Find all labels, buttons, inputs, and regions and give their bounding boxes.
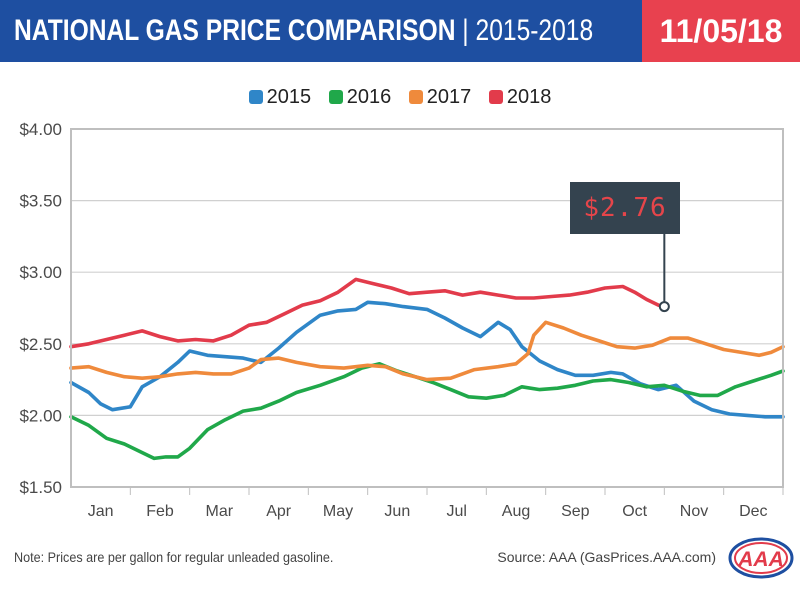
plot-area: [70, 128, 784, 488]
legend-item-2017: 2017: [408, 82, 472, 112]
x-tick-label: Jun: [384, 503, 410, 520]
y-axis-ticks: $1.50 $2.00 $2.50 $3.00 $3.50 $4.00: [19, 120, 62, 497]
x-tick-label: Dec: [739, 503, 767, 520]
legend-item-2018: 2018: [488, 82, 552, 112]
x-tick-label: Aug: [502, 503, 530, 520]
y-tick-label: $3.00: [19, 263, 62, 282]
y-tick-label: $3.50: [19, 192, 62, 211]
page-title-separator: |: [455, 14, 476, 47]
aaa-logo-ring-outer: [728, 537, 794, 579]
series-lines: [69, 277, 785, 461]
price-flag-value: $2.76: [583, 193, 667, 223]
page-title: NATIONAL GAS PRICE COMPARISON | 2015-201…: [14, 12, 593, 50]
y-tick-label: $2.50: [19, 335, 62, 354]
aaa-logo-ring-inner: [734, 542, 788, 574]
y-tick-label: $4.00: [19, 120, 62, 139]
x-tick-label: Sep: [561, 503, 590, 520]
page-title-main: NATIONAL GAS PRICE COMPARISON: [14, 14, 456, 47]
legend-swatch-2018: [488, 90, 503, 104]
chart-legend: 2015 2016 2017 2018: [0, 82, 800, 112]
aaa-logo: AAA: [728, 537, 794, 579]
x-tick-label: May: [323, 503, 353, 520]
footer-source: Source: AAA (GasPrices.AAA.com): [497, 549, 716, 565]
legend-label-2015: 2015: [266, 86, 312, 108]
legend-swatch-2015: [248, 90, 263, 104]
legend-item-2016: 2016: [328, 82, 392, 112]
legend-label-2016: 2016: [346, 86, 392, 108]
series-line-2018: [69, 277, 667, 349]
x-tick-label: Jul: [446, 503, 466, 520]
footer-note: Note: Prices are per gallon for regular …: [14, 549, 334, 565]
legend-label-2017: 2017: [426, 86, 472, 108]
x-tick-label: Nov: [680, 503, 708, 520]
legend-swatch-2016: [328, 90, 343, 104]
price-point-marker: [658, 301, 670, 313]
x-tick-label: Feb: [146, 503, 174, 520]
x-axis-ticks: Jan Feb Mar Apr May Jun Jul Aug Sep Oct Nov Dec: [88, 487, 784, 520]
page-title-years: 2015-2018: [475, 14, 594, 47]
x-tick-label: Apr: [266, 503, 292, 520]
series-line-2017: [69, 320, 785, 382]
series-line-2015: [69, 300, 785, 419]
price-flag: $2.76: [570, 182, 680, 234]
legend-label-2018: 2018: [506, 86, 552, 108]
y-tick-label: $2.00: [19, 406, 62, 425]
header-title-panel: NATIONAL GAS PRICE COMPARISON | 2015-201…: [0, 0, 642, 62]
header-date-panel: 11/05/18: [642, 0, 800, 62]
legend-item-2015: 2015: [248, 82, 312, 112]
x-tick-label: Oct: [622, 503, 647, 520]
header-bar: NATIONAL GAS PRICE COMPARISON | 2015-201…: [0, 0, 800, 62]
y-tick-label: $1.50: [19, 478, 62, 497]
x-tick-label: Jan: [88, 503, 114, 520]
report-date: 11/05/18: [659, 13, 783, 49]
x-tick-label: Mar: [206, 503, 234, 520]
aaa-logo-text: AAA: [737, 548, 784, 571]
legend-swatch-2017: [408, 90, 423, 104]
